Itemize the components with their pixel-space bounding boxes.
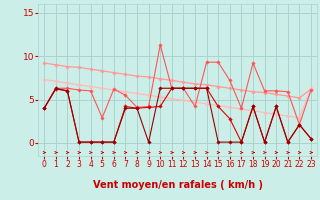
X-axis label: Vent moyen/en rafales ( km/h ): Vent moyen/en rafales ( km/h ) (92, 180, 263, 190)
